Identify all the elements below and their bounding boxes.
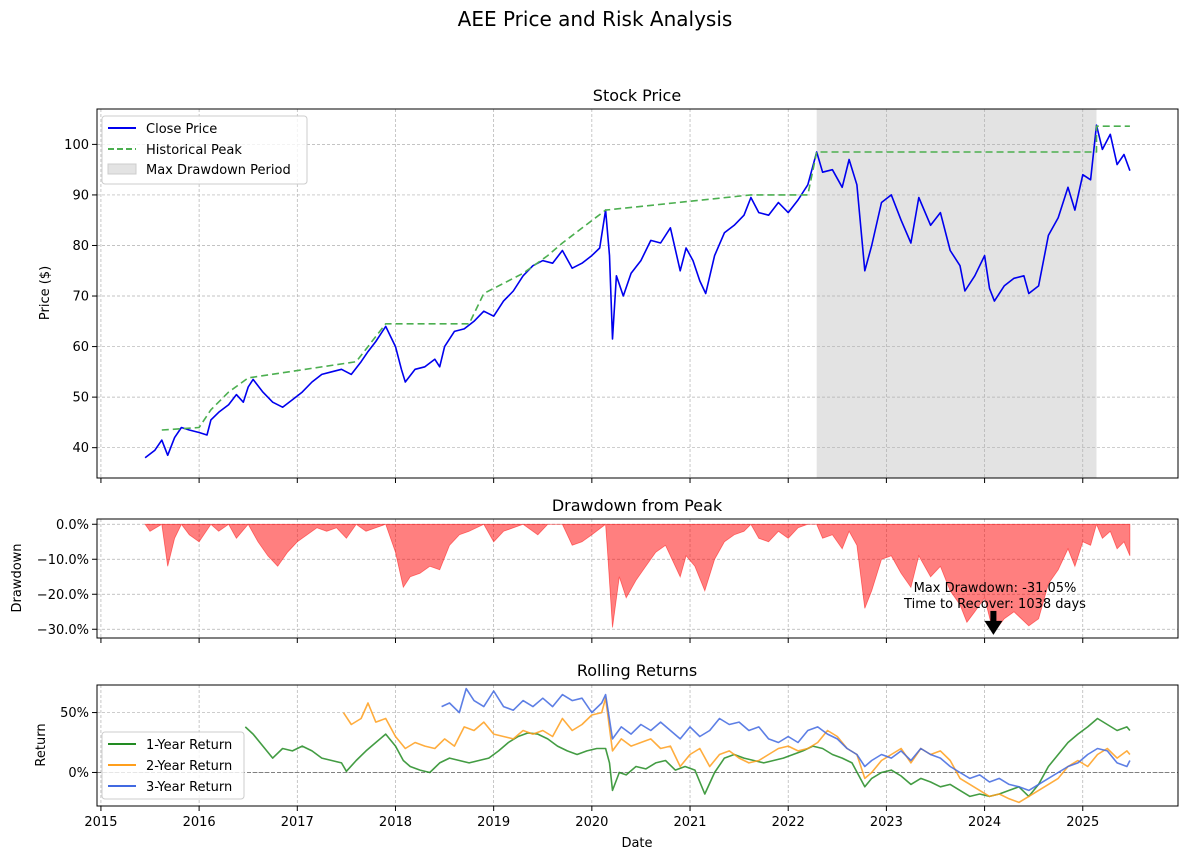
x-tick-label: 2018 xyxy=(379,815,412,830)
y-tick-label: −30.0% xyxy=(37,623,89,638)
axes-frame xyxy=(96,518,1179,639)
y-tick-label: −10.0% xyxy=(37,553,89,568)
2-year-return-line xyxy=(342,697,1131,804)
annotation-line2: Time to Recover: 1038 days xyxy=(903,597,1086,612)
plot-area-2: 0% 50% 2015 2016 2017 2018 2019 2020 2021 2022 202… xyxy=(60,684,1179,830)
stock-price-panel: 40 50 60 70 80 90 100 Stock Price Price ($) Cl… xyxy=(38,86,1179,483)
axes-frame xyxy=(96,108,1179,479)
1-year-return-line xyxy=(244,717,1131,798)
plot-area-1: 0.0% −10.0% −20.0% −30.0% xyxy=(37,518,1179,643)
x-tick-label: 2022 xyxy=(772,815,805,830)
plot-area-0: 40 50 60 70 80 90 100 xyxy=(64,108,1179,483)
3-year-return-line xyxy=(441,687,1131,792)
y-tick-label: 0% xyxy=(68,766,89,781)
legend-3yr-label: 3-Year Return xyxy=(146,780,232,795)
legend-2yr-label: 2-Year Return xyxy=(146,759,232,774)
close-price-line xyxy=(144,124,1131,459)
legend-historical-peak-label: Historical Peak xyxy=(146,143,242,158)
rolling-returns-title: Rolling Returns xyxy=(577,661,697,680)
y-tick-label: −20.0% xyxy=(37,588,89,603)
drawdown-ylabel: Drawdown xyxy=(10,543,25,612)
max-drawdown-annotation: Max Drawdown: -31.05% Time to Recover: 1… xyxy=(903,581,1086,612)
legend-close-price-label: Close Price xyxy=(146,122,217,137)
x-tick-label: 2019 xyxy=(477,815,510,830)
y-tick-label: 0.0% xyxy=(56,518,89,533)
x-tick-label: 2025 xyxy=(1066,815,1099,830)
rolling-returns-ylabel: Return xyxy=(34,723,49,766)
y-tick-label: 90 xyxy=(72,188,89,203)
drawdown-panel: 0.0% −10.0% −20.0% −30.0% Drawdown from Pea… xyxy=(10,496,1179,643)
rolling-returns-xlabel: Date xyxy=(621,836,652,851)
x-tick-label: 2024 xyxy=(968,815,1001,830)
y-tick-label: 60 xyxy=(72,340,89,355)
legend-max-drawdown-swatch xyxy=(107,163,137,175)
y-tick-label: 50% xyxy=(60,706,89,721)
rolling-returns-panel: 0% 50% 2015 2016 2017 2018 2019 2020 2021 2022 202… xyxy=(34,661,1179,851)
y-tick-label: 40 xyxy=(72,441,89,456)
stock-price-title: Stock Price xyxy=(593,86,681,105)
y-tick-label: 70 xyxy=(72,290,89,305)
annotation-line1: Max Drawdown: -31.05% xyxy=(914,581,1077,596)
y-tick-label: 80 xyxy=(72,239,89,254)
axes-frame xyxy=(96,684,1179,807)
x-tick-label: 2023 xyxy=(870,815,903,830)
x-tick-label: 2021 xyxy=(673,815,706,830)
rolling-returns-legend: 1-Year Return 2-Year Return 3-Year Retur… xyxy=(101,731,245,800)
historical-peak-line xyxy=(161,125,1130,431)
legend-frame xyxy=(101,731,245,800)
y-tick-label: 100 xyxy=(64,138,89,153)
stock-price-ylabel: Price ($) xyxy=(38,266,53,320)
y-tick-label: 50 xyxy=(72,391,89,406)
x-tick-label: 2016 xyxy=(183,815,216,830)
stock-price-legend: Close Price Historical Peak Max Drawdown… xyxy=(101,115,308,185)
legend-frame xyxy=(101,115,308,185)
legend-1yr-label: 1-Year Return xyxy=(146,738,232,753)
annotation-arrow-head xyxy=(984,620,1003,635)
legend-max-drawdown-label: Max Drawdown Period xyxy=(146,163,291,178)
x-tick-label: 2017 xyxy=(281,815,314,830)
drawdown-title: Drawdown from Peak xyxy=(552,496,723,515)
drawdown-area xyxy=(144,523,1131,634)
figure-title: AEE Price and Risk Analysis xyxy=(458,7,733,31)
max-drawdown-period-region xyxy=(816,109,1097,478)
x-tick-label: 2020 xyxy=(575,815,608,830)
x-tick-label: 2015 xyxy=(84,815,117,830)
